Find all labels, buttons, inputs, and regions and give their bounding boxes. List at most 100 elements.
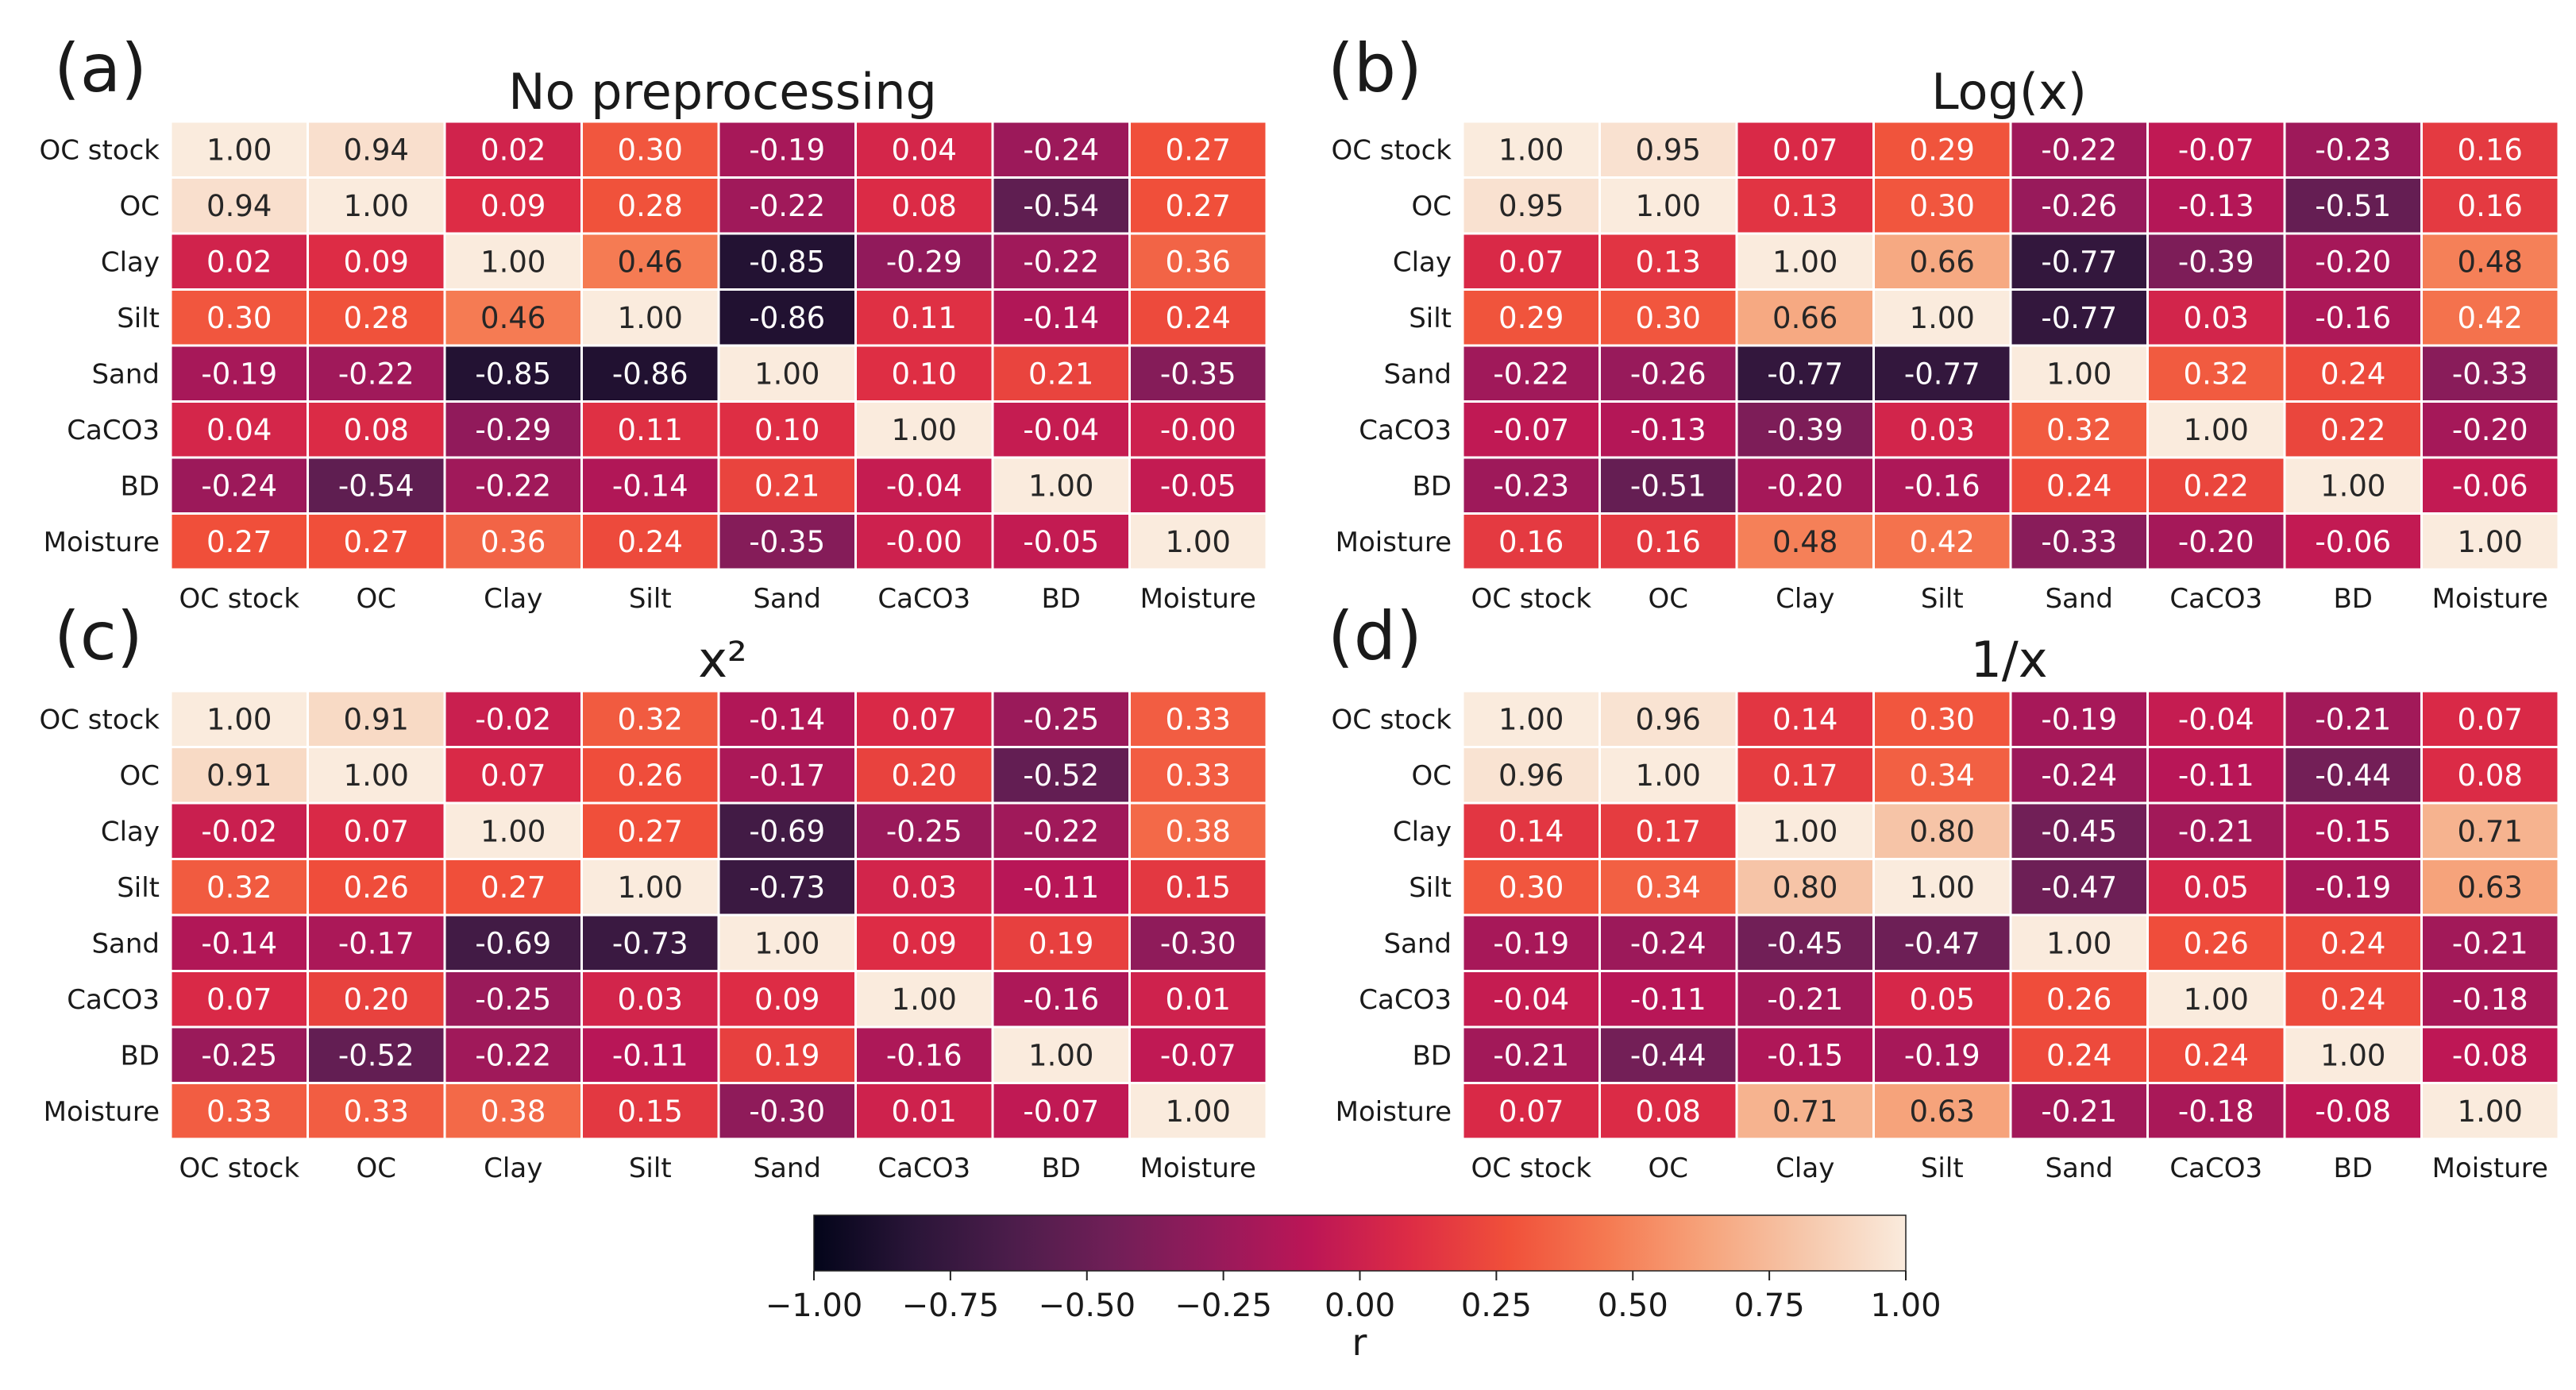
- cell-value: 0.26: [2046, 983, 2111, 1017]
- cell-value: 0.33: [344, 1095, 409, 1129]
- column-tick-labels: OC stock OC Clay Silt Sand CaCO3 BD Moisture: [1471, 1153, 2547, 1184]
- row-tick-label: BD: [1412, 470, 1452, 502]
- cell-value: 0.24: [2320, 357, 2385, 391]
- colorbar-tick-label: −0.75: [902, 1288, 1000, 1324]
- cell-value: 0.24: [2184, 1038, 2249, 1072]
- column-tick-label: CaCO3: [877, 1153, 970, 1184]
- cell-value: 0.48: [2458, 245, 2523, 279]
- cell-value: 1.00: [1166, 525, 1231, 559]
- column-tick-label: Silt: [629, 1153, 672, 1184]
- heatmap-cell: [2283, 288, 2423, 347]
- heatmap-cell: [1872, 1025, 2012, 1084]
- heatmap-cell: [854, 120, 994, 179]
- cell-value: -0.20: [1767, 469, 1843, 503]
- cell-value: 0.07: [892, 702, 957, 736]
- heatmap-cell: [2146, 1025, 2286, 1084]
- cell-value: -0.13: [1630, 413, 1706, 447]
- heatmap-cell: [1128, 232, 1268, 291]
- cell-value: 0.22: [2320, 413, 2385, 447]
- heatmap-cell: [443, 913, 583, 972]
- cell-value: 0.32: [206, 871, 272, 905]
- cell-value: -0.77: [2041, 301, 2117, 335]
- heatmap-cell: [169, 1025, 309, 1084]
- cell-value: 0.30: [1636, 301, 1701, 335]
- cell-value: 1.00: [1910, 871, 1975, 905]
- row-tick-label: BD: [120, 470, 160, 502]
- cell-value: 0.07: [1772, 133, 1838, 167]
- cell-value: 0.30: [206, 301, 272, 335]
- column-tick-labels: OC stock OC Clay Silt Sand CaCO3 BD Moisture: [179, 583, 1255, 615]
- cell-value: 1.00: [1498, 702, 1564, 736]
- column-tick-label: OC: [1648, 1153, 1688, 1184]
- row-tick-label: BD: [120, 1040, 160, 1071]
- heatmap-cell: [1128, 512, 1268, 571]
- heatmap-cell: [2283, 801, 2423, 860]
- heatmap-cell: [717, 120, 857, 179]
- cell-value: 1.00: [892, 413, 957, 447]
- cell-value: 0.96: [1498, 759, 1564, 793]
- column-tick-label: Sand: [753, 1153, 821, 1184]
- cell-value: -0.04: [2178, 702, 2254, 736]
- colorbar-ticks: −1.00 −0.75 −0.50 −0.25 0.00 0.25 0.50 0.75 1.00: [765, 1271, 1942, 1324]
- cell-value: 0.15: [1166, 871, 1231, 905]
- heatmap-cell: [307, 970, 446, 1029]
- cell-value: 1.00: [480, 245, 546, 279]
- heatmap-cell: [1872, 176, 2012, 235]
- cell-value: 1.00: [2184, 983, 2249, 1017]
- cell-value: 0.32: [2184, 357, 2249, 391]
- heatmap-cells: 1.00 0.94 0.02 0.30 -0.19 0.04 -0.24 0.27 0.94 1.…: [169, 120, 1268, 571]
- cell-value: 1.00: [1166, 1095, 1231, 1129]
- cell-value: -0.02: [475, 702, 551, 736]
- row-tick-label: OC stock: [1331, 704, 1452, 736]
- heatmap-cell: [854, 913, 994, 972]
- heatmap-cell: [1461, 288, 1601, 347]
- heatmap-cell: [2283, 970, 2423, 1029]
- row-tick-label: Clay: [101, 816, 160, 848]
- heatmap-cell: [2009, 970, 2149, 1029]
- cell-value: 1.00: [206, 702, 272, 736]
- cell-value: 0.08: [1636, 1095, 1701, 1129]
- row-tick-label: Clay: [1393, 816, 1452, 848]
- column-tick-labels: OC stock OC Clay Silt Sand CaCO3 BD Moisture: [179, 1153, 1255, 1184]
- heatmap-panel-b: (b) Log(x) 1.00 0.95 0.07 0.29 -0.22 -0.07 -0.…: [1328, 29, 2560, 615]
- cell-value: -0.22: [1023, 245, 1099, 279]
- cell-value: -0.26: [2041, 189, 2117, 223]
- heatmap-cell: [443, 176, 583, 235]
- row-tick-label: Clay: [101, 246, 160, 278]
- cell-value: 0.08: [892, 189, 957, 223]
- cell-value: -0.25: [886, 814, 962, 848]
- cell-value: 1.00: [2046, 926, 2111, 960]
- cell-value: -0.24: [1023, 133, 1099, 167]
- cell-value: -0.11: [2178, 759, 2254, 793]
- row-tick-label: Silt: [117, 872, 160, 904]
- panel-title: x²: [698, 631, 747, 689]
- heatmap-cell: [1128, 801, 1268, 860]
- cell-value: -0.22: [338, 357, 415, 391]
- heatmap-cell: [580, 913, 720, 972]
- cell-value: -0.05: [1160, 469, 1236, 503]
- cell-value: 1.00: [344, 189, 409, 223]
- cell-value: -0.21: [2452, 926, 2528, 960]
- cell-value: -0.19: [749, 133, 825, 167]
- cell-value: 0.46: [618, 245, 683, 279]
- column-tick-label: Sand: [2045, 583, 2113, 615]
- cell-value: 1.00: [2458, 525, 2523, 559]
- row-tick-label: BD: [1412, 1040, 1452, 1071]
- heatmap-cells: 1.00 0.96 0.14 0.30 -0.19 -0.04 -0.21 0.07 0.96 1…: [1461, 689, 2560, 1141]
- heatmap-cell: [1598, 858, 1738, 917]
- cell-value: 0.27: [344, 525, 409, 559]
- heatmap-cell: [2420, 456, 2560, 515]
- heatmap-cell: [580, 1082, 720, 1141]
- cell-value: 0.07: [1498, 1095, 1564, 1129]
- cell-value: -0.26: [1630, 357, 1706, 391]
- heatmap-cell: [2146, 913, 2286, 972]
- heatmap-cell: [169, 1082, 309, 1141]
- cell-value: -0.14: [749, 702, 825, 736]
- heatmap-cell: [2420, 344, 2560, 403]
- cell-value: 0.34: [1910, 759, 1975, 793]
- colorbar-tick-label: −1.00: [765, 1288, 863, 1324]
- heatmap-cell: [2146, 689, 2286, 748]
- cell-value: -0.06: [2315, 525, 2391, 559]
- cell-value: 0.30: [618, 133, 683, 167]
- cell-value: -0.39: [2178, 245, 2254, 279]
